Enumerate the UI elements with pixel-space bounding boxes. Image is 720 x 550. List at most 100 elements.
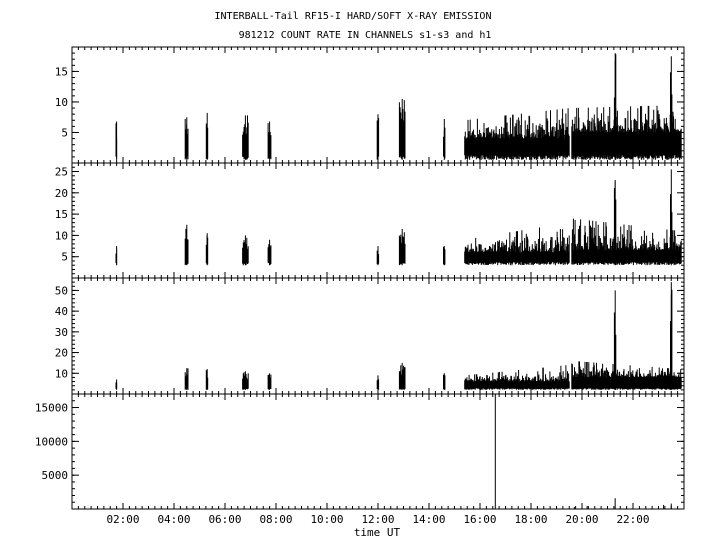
chart-title: INTERBALL-Tail RF15-I HARD/SOFT X-RAY EM… — [215, 11, 492, 22]
x-tick-label: 04:00 — [157, 513, 190, 526]
y-tick-label: 20 — [55, 187, 68, 200]
burst-trace — [184, 117, 189, 160]
x-tick-label: 10:00 — [310, 513, 343, 526]
burst-s3-2 — [205, 369, 209, 390]
burst-s3-1 — [184, 368, 189, 390]
panel-frame — [71, 393, 685, 510]
burst-s3-7 — [443, 373, 446, 390]
y-tick-label: 15 — [55, 208, 68, 221]
burst-s3-3 — [242, 371, 249, 390]
burst-s3-0 — [115, 379, 118, 390]
x-tick-label: 18:00 — [514, 513, 547, 526]
burst-trace — [242, 235, 249, 266]
burst-s2-3 — [242, 235, 249, 266]
x-tick-label: 14:00 — [412, 513, 445, 526]
continuous-s2-0 — [464, 227, 570, 266]
burst-s1-2 — [205, 112, 209, 160]
continuous-trace — [571, 361, 682, 390]
burst-s1-0 — [115, 121, 118, 160]
y-tick-label: 30 — [55, 326, 68, 339]
burst-s2-5 — [376, 246, 380, 266]
burst-s3-5 — [376, 375, 380, 390]
continuous-trace — [571, 218, 682, 266]
burst-s2-0 — [115, 246, 118, 266]
burst-s3-4 — [267, 373, 272, 390]
burst-trace — [443, 246, 446, 266]
burst-trace — [670, 169, 673, 266]
continuous-s3-1 — [571, 361, 682, 390]
burst-trace — [443, 373, 446, 390]
y-tick-label: 15000 — [35, 402, 68, 415]
burst-trace — [443, 119, 446, 160]
burst-trace — [205, 112, 209, 160]
burst-trace — [115, 379, 118, 390]
burst-trace — [398, 98, 406, 160]
burst-s2-4 — [267, 239, 272, 266]
burst-s3-8 — [613, 290, 617, 390]
burst-trace — [242, 371, 249, 390]
y-tick-label: 5000 — [42, 469, 69, 482]
burst-trace — [613, 290, 617, 390]
continuous-s1-0 — [464, 108, 570, 160]
burst-s1-3 — [242, 115, 249, 160]
x-tick-label: 08:00 — [259, 513, 292, 526]
burst-s2-1 — [184, 224, 189, 266]
burst-trace — [398, 362, 406, 390]
x-tick-label: 20:00 — [565, 513, 598, 526]
burst-s1-5 — [376, 114, 380, 160]
y-tick-label: 20 — [55, 347, 68, 360]
panel-s2: 5 10 15 20 25 — [55, 162, 685, 279]
burst-trace — [267, 373, 272, 390]
burst-trace — [670, 282, 673, 390]
x-tick-label: 16:00 — [463, 513, 496, 526]
burst-trace — [184, 368, 189, 390]
burst-trace — [376, 375, 380, 390]
y-tick-label: 10 — [55, 96, 68, 109]
burst-trace — [184, 224, 189, 266]
burst-trace — [205, 233, 209, 266]
burst-s2-2 — [205, 233, 209, 266]
burst-s2-6 — [398, 229, 406, 266]
y-tick-label: 25 — [55, 166, 68, 179]
y-tick-label: 10 — [55, 229, 68, 242]
panel-h1: 5000 10000 15000 — [35, 393, 685, 510]
x-tick-label: 22:00 — [616, 513, 649, 526]
burst-trace — [267, 121, 272, 160]
panel-s3: 10 20 30 40 50 — [55, 277, 685, 395]
burst-trace — [613, 180, 617, 266]
continuous-trace — [571, 105, 682, 160]
continuous-s3-0 — [464, 365, 570, 390]
continuous-trace — [464, 108, 570, 160]
y-tick-label: 10 — [55, 367, 68, 380]
y-tick-label: 5 — [61, 251, 68, 264]
x-tick-label: 06:00 — [208, 513, 241, 526]
burst-s1-7 — [443, 119, 446, 160]
burst-trace — [376, 114, 380, 160]
x-tick-label: 12:00 — [361, 513, 394, 526]
y-tick-label: 5 — [61, 126, 68, 139]
y-tick-label: 40 — [55, 305, 68, 318]
burst-s1-4 — [267, 121, 272, 160]
burst-s2-8 — [613, 180, 617, 266]
burst-trace — [376, 246, 380, 266]
continuous-trace — [464, 227, 570, 266]
burst-trace — [115, 121, 118, 160]
burst-trace — [242, 115, 249, 160]
continuous-s1-1 — [571, 105, 682, 160]
x-axis-label: time UT — [354, 526, 401, 539]
burst-trace — [115, 246, 118, 266]
burst-trace — [398, 229, 406, 266]
chart-subtitle: 981212 COUNT RATE IN CHANNELS s1-s3 and … — [239, 30, 492, 41]
y-tick-label: 10000 — [35, 435, 68, 448]
continuous-trace — [464, 365, 570, 390]
burst-s1-1 — [184, 117, 189, 160]
burst-s2-9 — [670, 169, 673, 266]
y-tick-label: 50 — [55, 284, 68, 297]
burst-s2-7 — [443, 246, 446, 266]
burst-s1-6 — [398, 98, 406, 160]
panel-s1: 5 10 15 — [55, 46, 685, 164]
burst-trace — [267, 239, 272, 266]
x-tick-label: 02:00 — [106, 513, 139, 526]
burst-s3-9 — [670, 282, 673, 390]
